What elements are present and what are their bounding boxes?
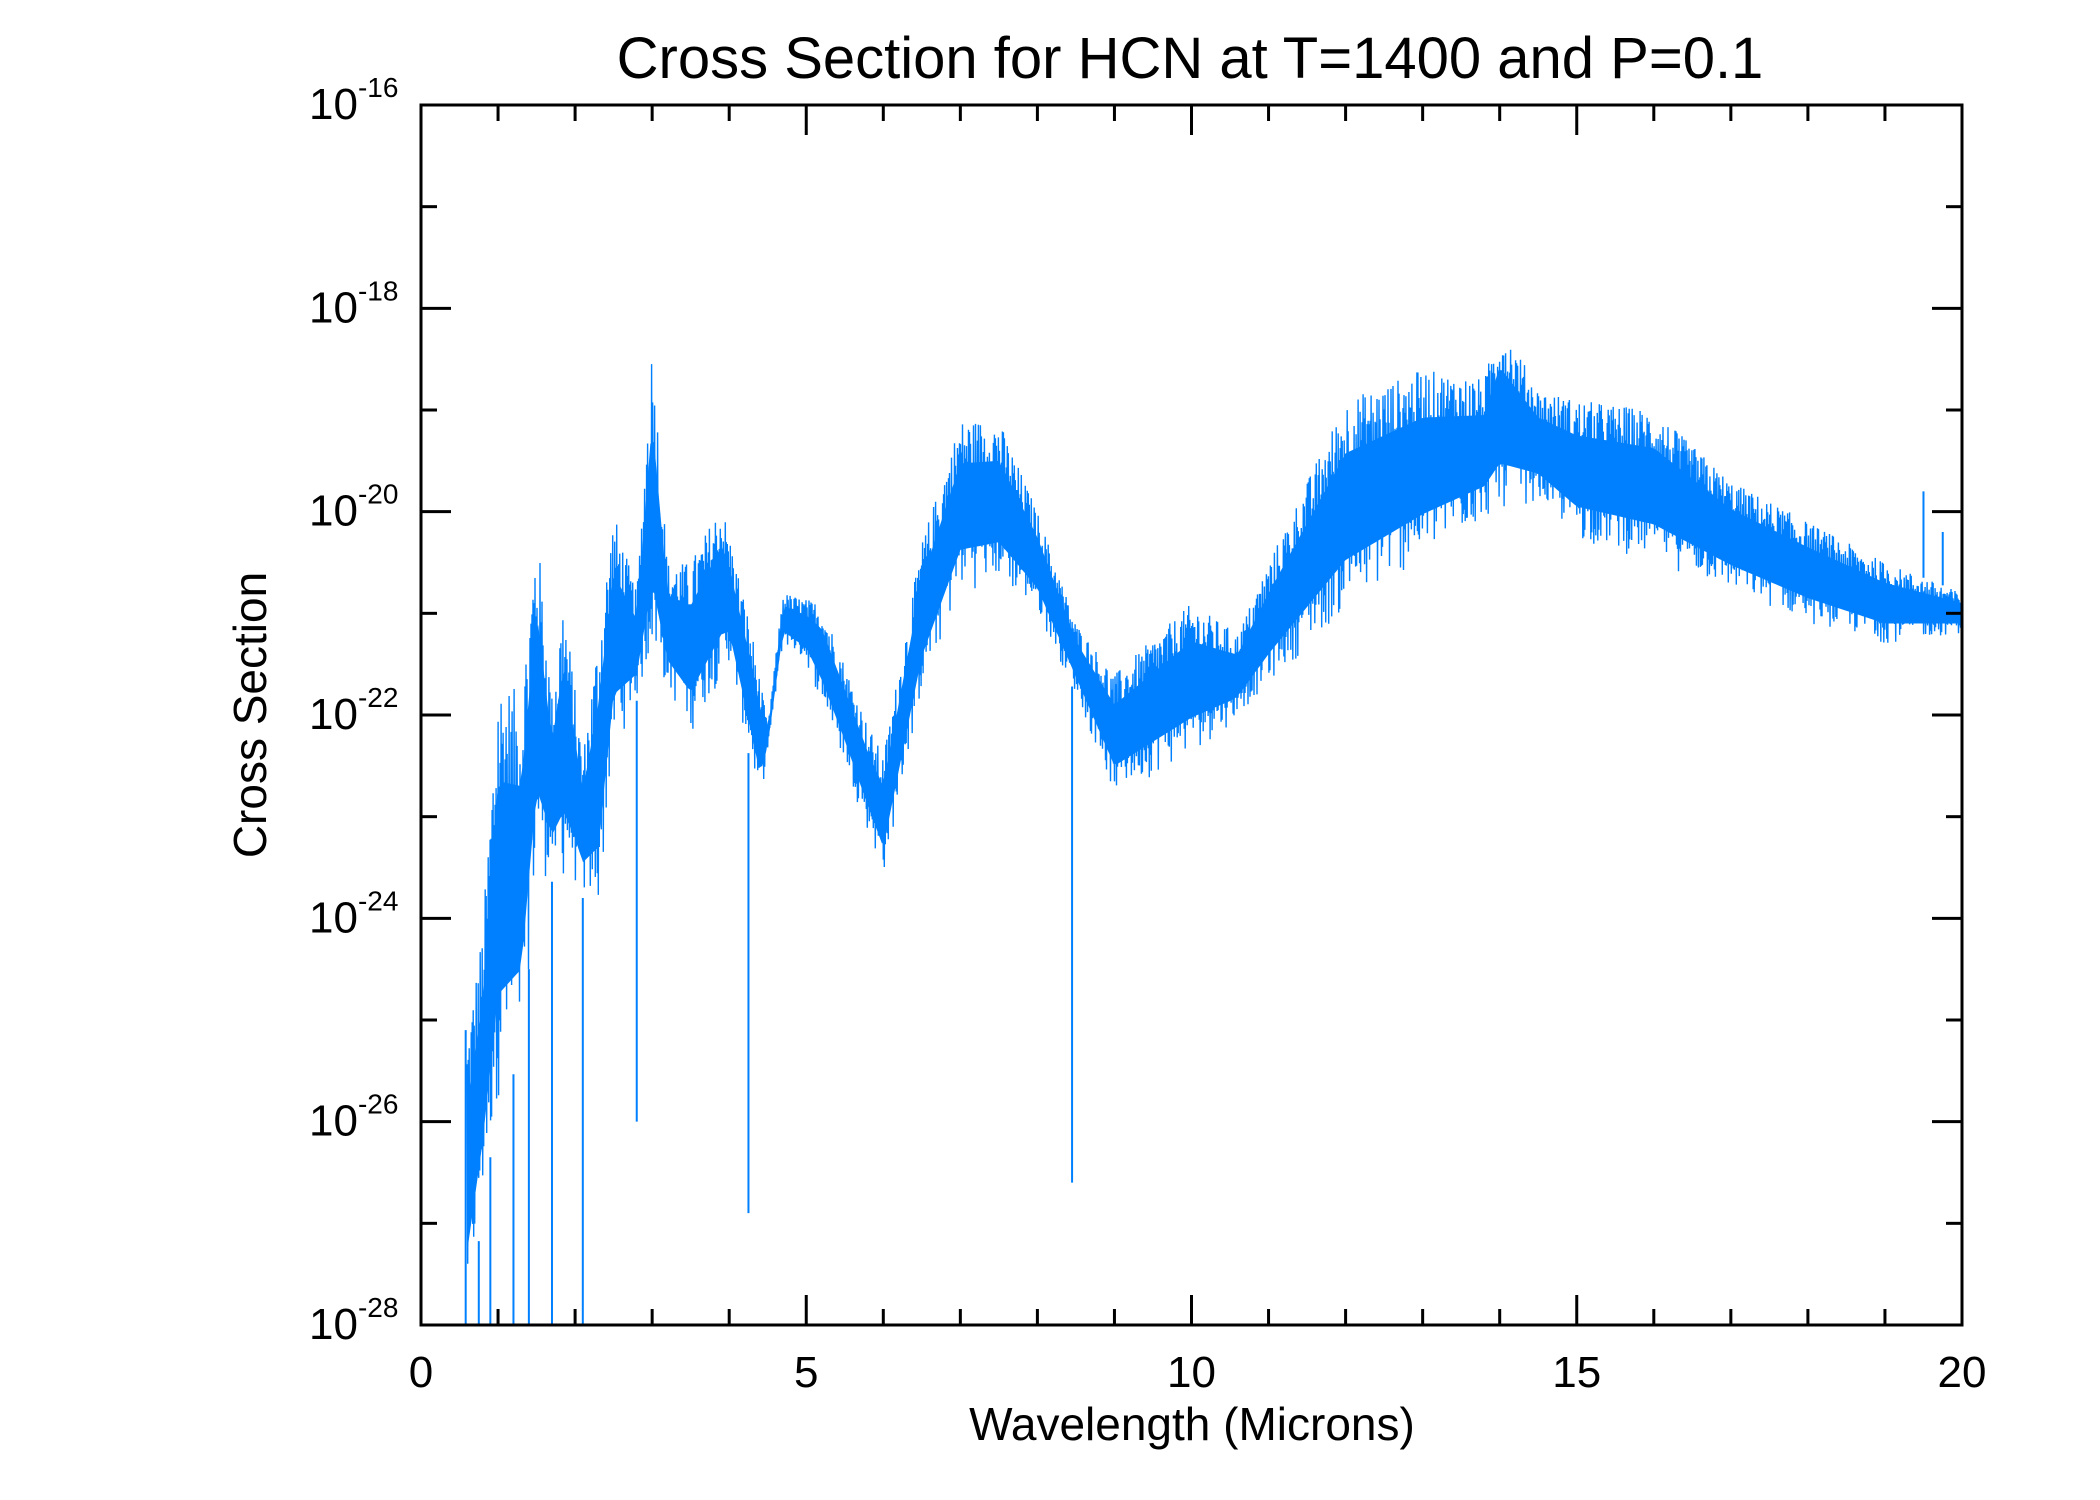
y-tick-base: 10: [309, 690, 358, 739]
x-tick-label: 20: [1938, 1348, 1987, 1397]
y-tick-base: 10: [309, 487, 358, 536]
y-axis-label: Cross Section: [224, 572, 276, 858]
y-tick-exponent: -24: [358, 885, 398, 916]
y-tick-label: 10-22: [309, 682, 398, 739]
series-group: [464, 349, 1962, 1325]
y-tick-base: 10: [309, 283, 358, 332]
spectrum-band: [467, 370, 1962, 1252]
y-tick-label: 10-16: [309, 72, 398, 129]
y-tick-base: 10: [309, 893, 358, 942]
y-tick-base: 10: [309, 80, 358, 129]
x-tick-label: 15: [1552, 1348, 1601, 1397]
y-tick-exponent: -26: [358, 1089, 398, 1120]
x-tick-label: 5: [794, 1348, 818, 1397]
y-tick-label: 10-26: [309, 1089, 398, 1146]
x-tick-label: 10: [1167, 1348, 1216, 1397]
y-tick-exponent: -18: [358, 275, 398, 306]
y-tick-label: 10-24: [309, 885, 398, 942]
x-tick-labels: 0 5 10 15 20: [409, 1348, 1987, 1397]
y-tick-exponent: -28: [358, 1292, 398, 1323]
axes-layer: [419, 103, 1964, 1327]
y-tick-exponent: -22: [358, 682, 398, 713]
y-tick-exponent: -20: [358, 479, 398, 510]
x-axis-label: Wavelength (Microns): [969, 1398, 1415, 1450]
data-layer: [464, 349, 1962, 1325]
x-tick-label: 0: [409, 1348, 433, 1397]
y-tick-base: 10: [309, 1097, 358, 1146]
spectrum-line: [466, 349, 1962, 1264]
y-tick-exponent: -16: [358, 72, 398, 103]
chart-title: Cross Section for HCN at T=1400 and P=0.…: [617, 26, 1764, 91]
y-tick-base: 10: [309, 1300, 358, 1349]
y-tick-label: 10-28: [309, 1292, 398, 1349]
y-tick-label: 10-20: [309, 479, 398, 536]
y-tick-label: 10-18: [309, 275, 398, 332]
